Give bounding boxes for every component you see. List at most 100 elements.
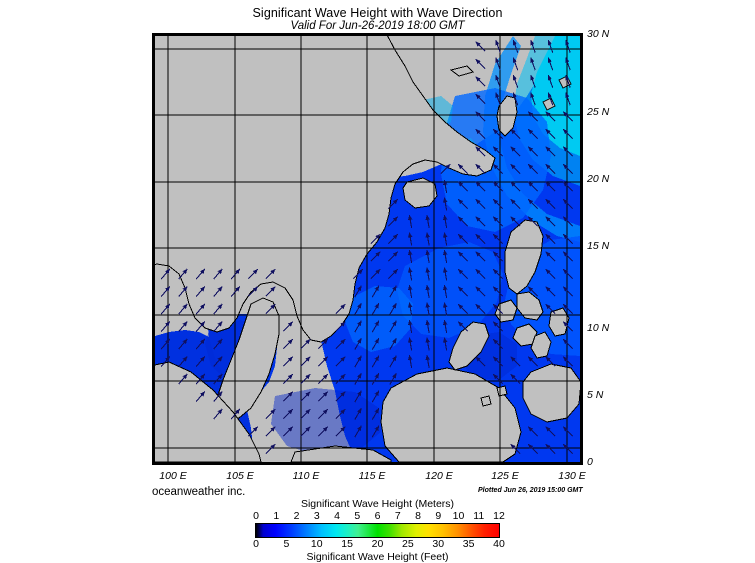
wave-direction-arrow bbox=[160, 321, 171, 332]
wave-direction-arrow bbox=[389, 373, 397, 385]
wave-direction-arrow bbox=[547, 39, 554, 53]
wave-direction-arrow bbox=[475, 111, 486, 122]
wave-direction-arrow bbox=[370, 251, 381, 262]
wave-direction-arrow bbox=[563, 111, 573, 122]
wave-direction-arrow bbox=[528, 146, 538, 157]
north-islet bbox=[449, 65, 474, 77]
wave-direction-arrow bbox=[195, 286, 206, 297]
wave-direction-arrow bbox=[354, 355, 362, 368]
wave-direction-arrow bbox=[528, 164, 538, 174]
wave-direction-arrow bbox=[265, 269, 276, 279]
wave-direction-arrow bbox=[565, 39, 571, 53]
wave-direction-arrow bbox=[443, 197, 448, 211]
wave-direction-arrow bbox=[547, 74, 554, 88]
wave-direction-arrow bbox=[425, 214, 430, 228]
wave-direction-arrow bbox=[528, 181, 538, 192]
ryukyu-islet-2 bbox=[542, 97, 556, 111]
wave-direction-arrow bbox=[495, 39, 501, 53]
wave-direction-arrow bbox=[265, 409, 276, 419]
wave-direction-arrow bbox=[354, 320, 362, 333]
wave-direction-arrow bbox=[318, 391, 328, 402]
wave-direction-arrow bbox=[493, 164, 503, 174]
wave-direction-arrow bbox=[458, 216, 468, 227]
wave-direction-arrow bbox=[178, 286, 188, 297]
wave-direction-arrow bbox=[493, 234, 503, 244]
wave-direction-arrow bbox=[493, 199, 503, 209]
palawan-island bbox=[448, 321, 490, 371]
wave-direction-arrow bbox=[475, 164, 486, 174]
wave-direction-arrow bbox=[510, 444, 521, 454]
wave-direction-arrow bbox=[388, 216, 398, 227]
wave-direction-arrow bbox=[354, 425, 362, 438]
wave-direction-arrow bbox=[493, 251, 503, 262]
wave-direction-arrow bbox=[458, 234, 468, 244]
mindanao-island bbox=[522, 363, 580, 423]
wave-direction-arrow bbox=[353, 269, 363, 279]
wave-direction-arrow bbox=[493, 356, 503, 367]
wave-direction-arrow bbox=[563, 216, 573, 227]
wave-direction-arrow bbox=[547, 92, 554, 106]
wave-direction-arrow bbox=[475, 76, 486, 87]
wave-direction-arrow bbox=[443, 232, 448, 246]
wave-direction-arrow bbox=[563, 199, 573, 209]
wave-direction-arrow bbox=[563, 181, 573, 192]
wave-height-map bbox=[152, 33, 583, 465]
wave-direction-arrow bbox=[475, 129, 486, 139]
lat-tick-25n: 25 N bbox=[587, 106, 610, 118]
wave-direction-arrow bbox=[563, 234, 573, 244]
wave-direction-arrow bbox=[493, 181, 503, 192]
colorbar-ticks-feet: 0 5 10 15 20 25 30 35 40 bbox=[253, 538, 505, 551]
wave-direction-arrow bbox=[408, 267, 413, 281]
colorbar-tick-m-9: 9 bbox=[435, 510, 442, 522]
wave-direction-arrow bbox=[545, 234, 556, 244]
wave-direction-arrow bbox=[213, 286, 223, 297]
wave-direction-arrow bbox=[565, 74, 571, 88]
wave-direction-arrow bbox=[530, 74, 536, 88]
wave-direction-arrow bbox=[545, 444, 556, 454]
map-canvas bbox=[155, 36, 580, 462]
lon-tick-125e: 125 E bbox=[491, 470, 519, 482]
colorbar-tick-m-2: 2 bbox=[293, 510, 300, 522]
wave-direction-arrow bbox=[475, 234, 486, 244]
wave-direction-arrow bbox=[510, 374, 521, 384]
wave-direction-arrow bbox=[335, 374, 346, 384]
wave-direction-arrow-field bbox=[160, 39, 573, 454]
wave-direction-arrow bbox=[443, 302, 448, 316]
wave-direction-arrow bbox=[371, 390, 380, 403]
colorbar-title-feet: Significant Wave Height (Feet) bbox=[306, 551, 449, 563]
wave-direction-arrow bbox=[178, 268, 188, 280]
page-subtitle: Valid For Jun-26-2019 18:00 GMT bbox=[290, 20, 465, 32]
wave-direction-arrow bbox=[563, 129, 573, 139]
wave-direction-arrow bbox=[425, 249, 430, 263]
wave-direction-arrow bbox=[265, 304, 276, 314]
colorbar-title-meters: Significant Wave Height (Meters) bbox=[300, 498, 455, 510]
wave-direction-arrow bbox=[371, 303, 380, 315]
wave-direction-arrow bbox=[563, 269, 573, 279]
wave-direction-arrow bbox=[371, 355, 380, 368]
wave-direction-arrow bbox=[425, 302, 430, 316]
wave-direction-arrow bbox=[563, 286, 573, 297]
colorbar-tick-ft-25: 25 bbox=[402, 538, 414, 550]
wave-direction-arrow bbox=[354, 338, 362, 350]
wave-direction-arrow bbox=[512, 57, 519, 71]
wave-direction-arrow bbox=[300, 391, 311, 402]
wave-direction-arrow bbox=[425, 337, 430, 351]
wave-direction-arrow bbox=[493, 374, 503, 384]
wave-direction-arrow bbox=[195, 391, 206, 402]
band-dark-java bbox=[271, 388, 381, 456]
wave-direction-arrow bbox=[248, 426, 258, 437]
wave-direction-arrow bbox=[354, 408, 362, 420]
wave-direction-arrow bbox=[510, 199, 521, 209]
sulu-islet-1 bbox=[496, 385, 508, 397]
wave-direction-arrow bbox=[528, 426, 538, 437]
wave-direction-arrow bbox=[248, 286, 258, 297]
wave-direction-arrow bbox=[563, 304, 573, 314]
wave-direction-arrow bbox=[493, 146, 503, 157]
lat-tick-20n: 20 N bbox=[587, 173, 610, 185]
wave-direction-arrow bbox=[458, 321, 468, 332]
wave-direction-arrow bbox=[545, 146, 556, 157]
colorbar-tick-m-8: 8 bbox=[415, 510, 421, 522]
wave-direction-arrow bbox=[354, 390, 362, 403]
colorbar-tick-ft-0: 0 bbox=[253, 538, 259, 550]
